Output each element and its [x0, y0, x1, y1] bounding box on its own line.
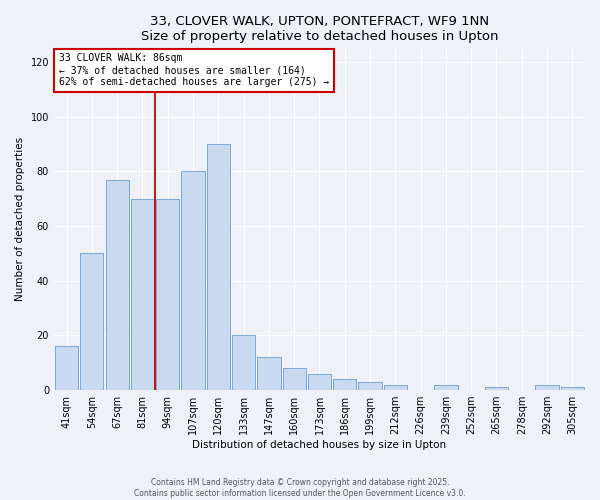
- Bar: [283, 368, 306, 390]
- Text: 33 CLOVER WALK: 86sqm
← 37% of detached houses are smaller (164)
62% of semi-det: 33 CLOVER WALK: 86sqm ← 37% of detached …: [59, 54, 329, 86]
- Bar: [232, 336, 255, 390]
- Bar: [485, 388, 508, 390]
- Bar: [156, 198, 179, 390]
- Bar: [308, 374, 331, 390]
- Bar: [535, 384, 559, 390]
- Bar: [206, 144, 230, 390]
- Y-axis label: Number of detached properties: Number of detached properties: [15, 137, 25, 302]
- Bar: [358, 382, 382, 390]
- Bar: [80, 254, 103, 390]
- Bar: [434, 384, 458, 390]
- Bar: [131, 198, 154, 390]
- Bar: [561, 388, 584, 390]
- Bar: [333, 379, 356, 390]
- Bar: [383, 384, 407, 390]
- Text: Contains HM Land Registry data © Crown copyright and database right 2025.
Contai: Contains HM Land Registry data © Crown c…: [134, 478, 466, 498]
- Bar: [106, 180, 129, 390]
- X-axis label: Distribution of detached houses by size in Upton: Distribution of detached houses by size …: [193, 440, 446, 450]
- Bar: [55, 346, 78, 390]
- Title: 33, CLOVER WALK, UPTON, PONTEFRACT, WF9 1NN
Size of property relative to detache: 33, CLOVER WALK, UPTON, PONTEFRACT, WF9 …: [141, 15, 498, 43]
- Bar: [181, 172, 205, 390]
- Bar: [257, 358, 281, 390]
